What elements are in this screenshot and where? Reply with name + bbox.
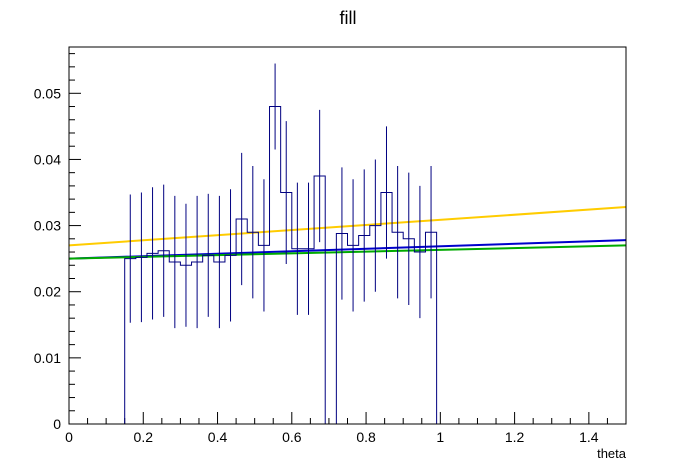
x-tick-label: 0.2 (134, 429, 154, 445)
chart-title: fill (340, 8, 357, 28)
x-axis-ticks: 0 0.2 0.4 0.6 0.8 1 1.2 1.4 (65, 412, 627, 445)
x-tick-label: 0.8 (356, 429, 376, 445)
x-tick-label: 1 (436, 429, 444, 445)
x-tick-label: 1.4 (579, 429, 599, 445)
fit-line (68, 206, 627, 247)
histogram (124, 63, 438, 424)
plot-frame (68, 46, 627, 425)
x-tick-label: 1.2 (505, 429, 525, 445)
y-tick-label: 0.04 (34, 151, 61, 167)
x-tick-label: 0.6 (282, 429, 302, 445)
y-tick-label: 0.05 (34, 85, 61, 101)
y-tick-label: 0.02 (34, 284, 61, 300)
y-tick-label: 0 (53, 416, 61, 432)
x-axis-label: theta (597, 446, 627, 461)
x-tick-label: 0 (65, 429, 73, 445)
fit-line (68, 244, 627, 260)
y-tick-label: 0.01 (34, 350, 61, 366)
x-tick-label: 0.4 (208, 429, 228, 445)
fit-lines (68, 206, 627, 260)
y-axis-ticks: 0 0.01 0.02 0.03 0.04 0.05 (34, 53, 81, 432)
y-tick-label: 0.03 (34, 218, 61, 234)
